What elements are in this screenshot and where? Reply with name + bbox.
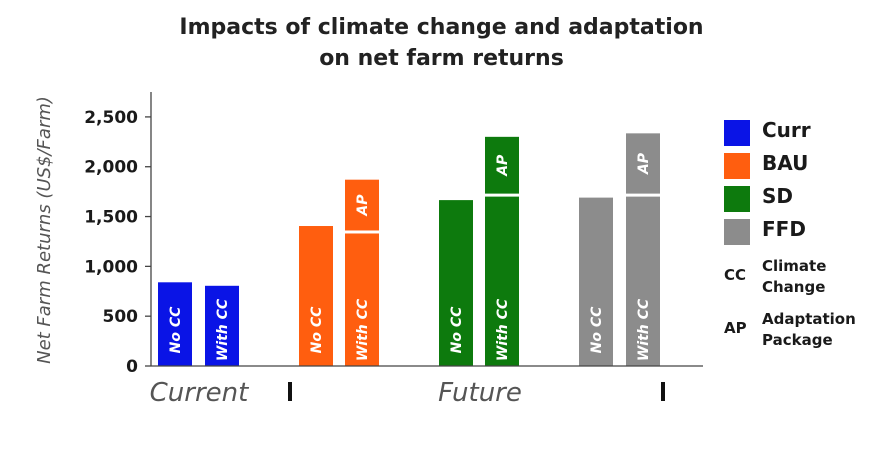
legend-swatch-sd [724, 186, 750, 212]
legend-label-bau: BAU [762, 151, 809, 175]
bar [345, 233, 379, 366]
series-ffd: No CC With CC AP [579, 133, 660, 366]
y-tick-label: 2,000 [84, 158, 138, 178]
bar [579, 197, 613, 366]
abbreviation-cc-code: CC [724, 266, 747, 284]
y-axis: 0 500 1,000 1,500 2,000 2,500 Net Farm Returns… [34, 92, 152, 377]
bar [485, 196, 519, 366]
bar-ap-segment [626, 133, 660, 194]
x-axis: Current Future [150, 365, 703, 408]
series-sd: No CC With CC AP [439, 136, 519, 366]
bar-label: No CC [168, 306, 184, 353]
chart-title-line-2: on net farm returns [319, 46, 564, 71]
bar-ap-segment [345, 179, 379, 231]
bar-ap-label: AP [495, 154, 511, 177]
abbreviation-ap-definition: Adaptation Package [762, 309, 856, 351]
bar-ap-label: AP [636, 152, 652, 175]
group-separator [661, 382, 665, 401]
abbreviation-cc-definition: Climate Change [762, 256, 826, 298]
series-curr: No CC With CC [158, 282, 239, 366]
abbreviation-ap-line-1: Adaptation [762, 310, 856, 328]
abbreviation-cc-line-1: Climate [762, 257, 827, 275]
y-tick-label: 1,500 [84, 208, 138, 228]
bar-label: With CC [495, 298, 511, 361]
bar [158, 282, 192, 366]
abbreviation-cc-line-2: Change [762, 278, 826, 296]
bar [205, 285, 239, 366]
legend-swatch-curr [724, 120, 750, 146]
y-tick-label: 0 [126, 357, 138, 377]
bar [299, 226, 333, 366]
abbreviation-ap-code: AP [724, 319, 747, 337]
legend-label-curr: Curr [762, 118, 811, 142]
abbreviation-ap-line-2: Package [762, 331, 833, 349]
group-separator [288, 382, 292, 401]
bar-label: With CC [215, 298, 231, 361]
bar-label: No CC [449, 306, 465, 353]
bar-label: With CC [636, 298, 652, 361]
legend-swatch-bau [724, 153, 750, 179]
chart-title: Impacts of climate change and adaptation… [0, 12, 883, 74]
legend-label-ffd: FFD [762, 217, 806, 241]
group-label-future: Future [438, 378, 522, 408]
bar [626, 196, 660, 366]
bar-label: No CC [589, 306, 605, 353]
legend-label-sd: SD [762, 184, 794, 208]
bar-ap-label: AP [355, 194, 371, 217]
bar-label: No CC [309, 306, 325, 353]
bar-label: With CC [355, 298, 371, 361]
legend-swatch-ffd [724, 219, 750, 245]
bar [439, 200, 473, 366]
group-label-current: Current [150, 378, 249, 408]
chart-title-line-1: Impacts of climate change and adaptation [179, 15, 704, 40]
bars: No CC With CC No CC With CC AP No CC With CC AP… [158, 133, 660, 366]
y-tick-label: 1,000 [84, 257, 138, 277]
bar-ap-segment [485, 136, 519, 194]
y-axis-title: Net Farm Returns (US$/Farm) [34, 96, 55, 364]
series-bau: No CC With CC AP [299, 179, 379, 366]
y-tick-label: 2,500 [84, 108, 138, 128]
y-tick-label: 500 [103, 307, 139, 327]
